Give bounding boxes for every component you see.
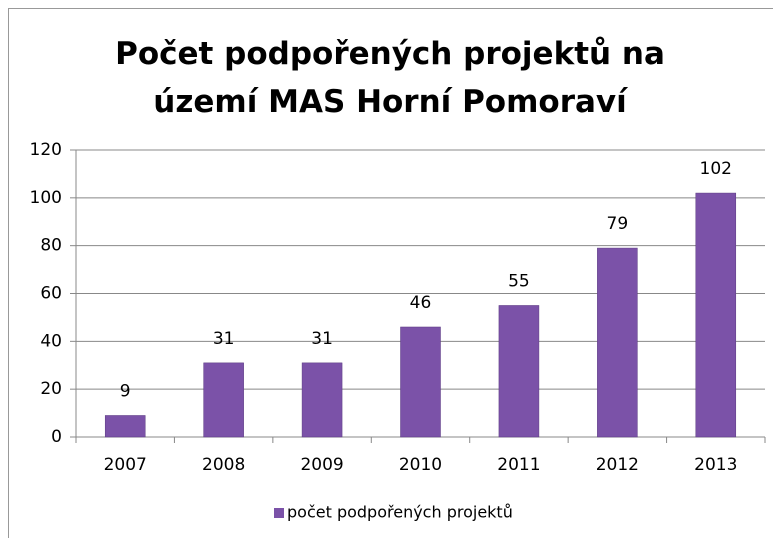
data-label: 31 <box>311 329 333 349</box>
bar <box>597 247 638 438</box>
legend-swatch <box>274 508 284 518</box>
x-tick-label: 2010 <box>399 455 442 475</box>
y-tick-label: 60 <box>40 284 62 304</box>
x-tick-label: 2008 <box>202 455 245 475</box>
chart-border <box>8 8 773 538</box>
y-tick-label: 20 <box>40 379 62 399</box>
chart-title: Počet podpořených projektů na území MAS … <box>115 36 665 120</box>
y-tick-label: 80 <box>40 236 62 256</box>
data-label: 31 <box>213 329 235 349</box>
x-tick-label: 2012 <box>596 455 639 475</box>
y-tick-label: 100 <box>30 188 62 208</box>
data-label: 102 <box>700 159 732 179</box>
data-label: 46 <box>410 293 432 313</box>
x-tick-label: 2011 <box>497 455 540 475</box>
legend-label: počet podpořených projektů <box>287 503 513 522</box>
y-tick-label: 0 <box>51 427 62 447</box>
x-tick-label: 2013 <box>694 455 737 475</box>
bar <box>301 362 343 438</box>
x-tick-label: 2007 <box>104 455 147 475</box>
data-label: 55 <box>508 271 530 291</box>
bar <box>695 192 737 438</box>
data-label: 79 <box>607 214 629 234</box>
y-tick-label: 40 <box>40 331 62 351</box>
y-tick-label: 120 <box>30 140 62 160</box>
bar <box>104 415 146 438</box>
bar <box>498 305 540 438</box>
data-label: 9 <box>120 381 131 401</box>
bar <box>203 362 244 438</box>
bar <box>400 326 441 438</box>
x-tick-label: 2009 <box>300 455 343 475</box>
